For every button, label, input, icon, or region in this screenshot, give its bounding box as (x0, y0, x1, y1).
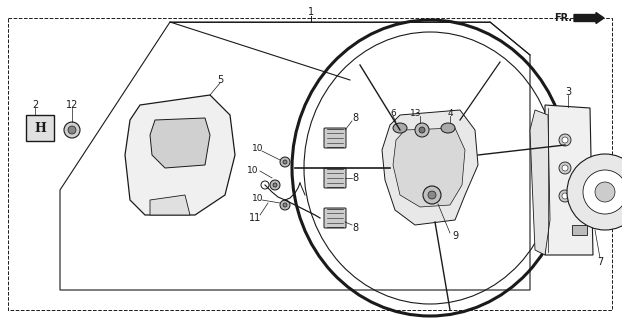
Text: 10: 10 (253, 143, 264, 153)
FancyBboxPatch shape (324, 128, 346, 148)
Text: 8: 8 (352, 223, 358, 233)
Text: 1: 1 (308, 7, 314, 17)
Circle shape (283, 203, 287, 207)
Circle shape (280, 200, 290, 210)
Circle shape (419, 127, 425, 133)
Text: 6: 6 (390, 108, 396, 117)
Circle shape (559, 134, 571, 146)
Text: 3: 3 (565, 87, 571, 97)
Polygon shape (150, 118, 210, 168)
Circle shape (64, 122, 80, 138)
Circle shape (562, 193, 568, 199)
Circle shape (415, 123, 429, 137)
Circle shape (562, 137, 568, 143)
Text: FR.: FR. (554, 13, 572, 23)
Circle shape (559, 190, 571, 202)
Text: 9: 9 (452, 231, 458, 241)
Circle shape (567, 154, 622, 230)
Polygon shape (382, 110, 478, 225)
Polygon shape (125, 95, 235, 215)
Ellipse shape (441, 123, 455, 133)
Text: 5: 5 (217, 75, 223, 85)
Circle shape (68, 126, 76, 134)
Circle shape (562, 165, 568, 171)
Text: 10: 10 (248, 165, 259, 174)
Polygon shape (545, 105, 593, 255)
Polygon shape (150, 195, 190, 215)
Text: 8: 8 (352, 173, 358, 183)
Text: 8: 8 (352, 113, 358, 123)
Circle shape (583, 170, 622, 214)
Circle shape (283, 160, 287, 164)
Circle shape (559, 162, 571, 174)
Circle shape (423, 186, 441, 204)
FancyArrow shape (574, 12, 604, 23)
Text: 12: 12 (66, 100, 78, 110)
Circle shape (280, 157, 290, 167)
Text: 10: 10 (253, 194, 264, 203)
FancyBboxPatch shape (324, 208, 346, 228)
Text: 11: 11 (249, 213, 261, 223)
Circle shape (261, 181, 269, 189)
Text: 4: 4 (447, 108, 453, 117)
FancyBboxPatch shape (572, 225, 587, 235)
Polygon shape (393, 128, 465, 207)
Circle shape (270, 180, 280, 190)
Text: H: H (34, 122, 46, 134)
Text: 2: 2 (32, 100, 38, 110)
Circle shape (595, 182, 615, 202)
Circle shape (428, 191, 436, 199)
Circle shape (273, 183, 277, 187)
FancyBboxPatch shape (26, 115, 54, 141)
Text: 7: 7 (597, 257, 603, 267)
Ellipse shape (393, 123, 407, 133)
FancyBboxPatch shape (324, 168, 346, 188)
Text: 13: 13 (411, 108, 422, 117)
Polygon shape (530, 110, 550, 255)
